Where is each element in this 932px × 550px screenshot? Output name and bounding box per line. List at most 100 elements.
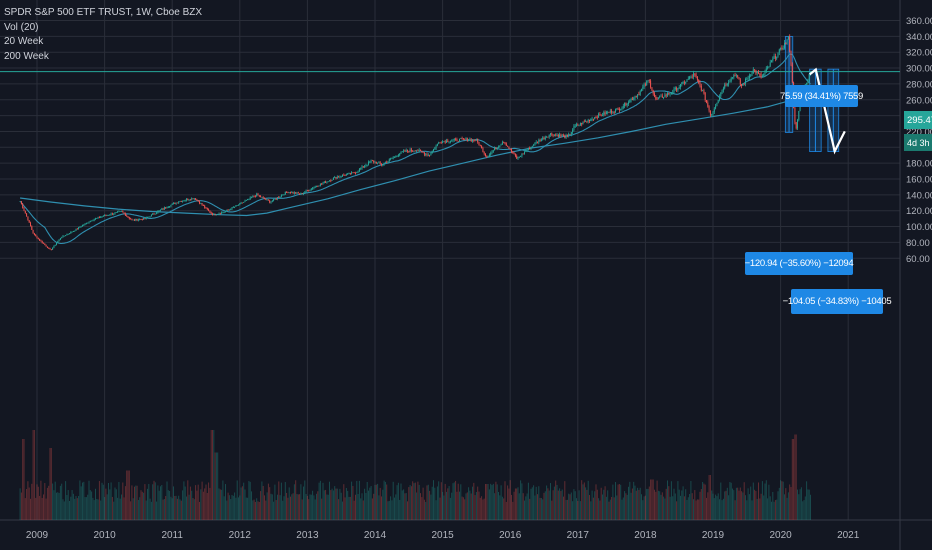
- candle-body: [656, 98, 658, 100]
- candle-body: [639, 91, 641, 95]
- candle-body: [673, 88, 675, 93]
- volume-bar: [508, 488, 510, 520]
- volume-bar: [631, 488, 633, 520]
- candle-body: [608, 112, 610, 113]
- candle-body: [421, 150, 423, 152]
- y-tick-label: 360.00: [906, 16, 932, 27]
- candle-body: [98, 217, 100, 218]
- volume-bar: [287, 497, 289, 520]
- candle-body: [206, 207, 208, 210]
- volume-bar: [143, 492, 145, 520]
- volume-bar: [529, 498, 531, 520]
- candle-body: [664, 94, 666, 98]
- measure-down2-label[interactable]: −104.05 (−34.83%) −10405: [783, 289, 892, 314]
- candle-body: [446, 140, 447, 143]
- candle-body: [282, 194, 284, 196]
- volume-bar: [771, 501, 772, 520]
- measure-down1-label[interactable]: −120.94 (−35.60%) −12094: [745, 252, 854, 275]
- volume-bar: [460, 484, 462, 520]
- candle-body: [511, 148, 512, 152]
- candle-body: [595, 117, 597, 118]
- volume-bar: [97, 499, 99, 520]
- legend-volume: Vol (20): [4, 21, 39, 33]
- volume-bar: [310, 494, 312, 520]
- volume-bar: [661, 492, 663, 520]
- candle-body: [304, 192, 306, 193]
- volume-bar: [682, 486, 684, 520]
- volume-bar: [521, 483, 523, 520]
- candle-body: [299, 193, 301, 195]
- candle-body: [469, 139, 471, 141]
- volume-bar: [46, 487, 48, 520]
- volume-bar: [273, 501, 275, 520]
- moving-averages: [0, 53, 900, 245]
- candle-body: [52, 247, 54, 250]
- candle-body: [769, 62, 771, 67]
- volume-bar: [743, 482, 745, 520]
- candle-body: [732, 77, 733, 79]
- volume-bar: [144, 484, 146, 520]
- candle-body: [87, 222, 89, 224]
- candle-body: [460, 138, 462, 139]
- volume-bar: [404, 493, 406, 520]
- volume-bar: [676, 501, 678, 520]
- candle-body: [693, 73, 694, 77]
- volume-bar: [685, 489, 687, 520]
- candle-body: [674, 87, 676, 89]
- candle-body: [565, 135, 567, 138]
- volume-bar: [605, 496, 607, 520]
- candle-body: [348, 172, 350, 174]
- volume-bar: [208, 482, 210, 520]
- volume-bar: [178, 495, 180, 520]
- candle-body: [596, 117, 598, 119]
- candle-body: [58, 239, 60, 242]
- volume-bar: [767, 498, 769, 520]
- candle-body: [695, 74, 697, 78]
- volume-bar: [520, 480, 522, 520]
- candle-body: [32, 229, 34, 234]
- candle-body: [546, 136, 548, 138]
- volume-bar: [764, 483, 766, 520]
- volume-bar: [74, 498, 76, 520]
- candle-body: [490, 152, 492, 155]
- volume-bar: [564, 481, 566, 520]
- measure-up-label[interactable]: 75.59 (34.41%) 7559: [780, 85, 863, 107]
- candle-body: [716, 102, 718, 106]
- candle-body: [665, 94, 667, 96]
- candle-body: [478, 142, 480, 146]
- volume-bar: [323, 490, 325, 520]
- volume-bar: [357, 494, 359, 520]
- candle-body: [241, 202, 243, 204]
- volume-bar: [69, 500, 70, 520]
- candle-body: [642, 87, 644, 89]
- volume-bar: [694, 490, 696, 520]
- volume-bar: [810, 494, 811, 520]
- candle-body: [713, 108, 715, 112]
- candle-body: [22, 204, 24, 208]
- volume-bar: [625, 493, 627, 520]
- candle-body: [751, 73, 753, 76]
- candle-body: [24, 210, 26, 214]
- candle-body: [53, 245, 55, 248]
- volume-bar: [28, 487, 30, 520]
- volume-bar: [161, 484, 163, 520]
- candle-body: [516, 155, 518, 159]
- candle-body: [308, 190, 310, 192]
- projection-line[interactable]: [809, 67, 846, 155]
- volume-bar: [40, 480, 42, 520]
- volume-bar: [669, 496, 671, 520]
- candle-body: [119, 211, 121, 212]
- candle-body: [720, 92, 722, 97]
- measure-tools[interactable]: [784, 36, 840, 152]
- candle-body: [767, 67, 769, 69]
- volume-bar: [343, 484, 345, 520]
- volume-bar: [35, 497, 37, 520]
- y-tick-label: 100.00: [906, 222, 932, 233]
- volume-bar: [123, 497, 125, 520]
- volume-bar: [153, 480, 155, 520]
- volume-bar: [316, 493, 317, 520]
- candle-body: [243, 201, 245, 203]
- candle-body: [56, 242, 57, 245]
- projection-drawing[interactable]: [809, 67, 846, 155]
